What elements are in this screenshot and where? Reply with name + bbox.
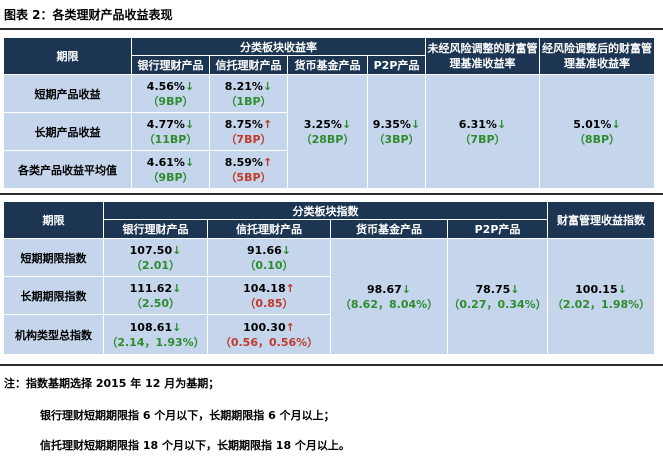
col-trust-header: 信托理财产品 [209, 55, 288, 75]
row-label: 短期期限指数 [3, 238, 104, 277]
trust-cell: 8.75%↑ （7BP） [209, 112, 288, 151]
col-p2p-header: P2P产品 [367, 55, 426, 75]
note-line-1: 注：指数基期选择 2015 年 12 月为基期； [4, 377, 220, 390]
row-label: 各类产品收益平均值 [3, 150, 132, 189]
bank-cell: 4.77%↓ （11BP） [131, 112, 210, 151]
col-bank-header: 银行理财产品 [131, 55, 210, 75]
row-label: 机构类型总指数 [3, 314, 104, 355]
down-arrow-icon: ↓ [172, 320, 182, 334]
yield-table: 期限 分类板块收益率 未经风险调整的财富管理基准收益率 经风险调整后的财富管理基… [3, 37, 655, 189]
index-group-header: 分类板块指数 [103, 201, 548, 220]
down-arrow-icon: ↓ [611, 117, 621, 131]
trust-cell: 91.66↓ （0.10） [207, 238, 331, 277]
col-money-header: 货币基金产品 [287, 55, 368, 75]
trust-cell: 8.21%↓ （1BP） [209, 74, 288, 113]
trust-cell: 8.59%↑ （5BP） [209, 150, 288, 189]
col-money-header: 货币基金产品 [330, 219, 448, 239]
figure-title: 图表 2：各类理财产品收益表现 [4, 8, 173, 22]
down-arrow-icon: ↓ [184, 117, 195, 131]
col-bank-header: 银行理财产品 [103, 219, 208, 239]
bank-cell: 108.61↓ （2.14，1.93%） [103, 314, 208, 355]
bottom-rule [0, 364, 663, 366]
money-cell: 98.67↓ （8.62，8.04%） [330, 238, 448, 355]
down-arrow-icon: ↓ [401, 282, 411, 296]
p2p-cell: 78.75↓ （0.27，0.34%） [447, 238, 548, 355]
up-arrow-icon: ↑ [285, 281, 295, 295]
down-arrow-icon: ↓ [184, 79, 195, 93]
down-arrow-icon: ↓ [172, 243, 182, 257]
bank-cell: 111.62↓ （2.50） [103, 276, 208, 315]
risk-cell: 5.01%↓ （8BP） [539, 74, 655, 189]
money-cell: 3.25%↓ （28BP） [287, 74, 368, 189]
top-rule [0, 28, 663, 30]
down-arrow-icon: ↓ [617, 282, 627, 296]
trust-cell: 104.18↑ （0.85） [207, 276, 331, 315]
nonrisk-header: 未经风险调整的财富管理基准收益率 [425, 37, 540, 75]
period-header: 期限 [3, 37, 132, 75]
middle-rule [0, 193, 663, 195]
note-line-3: 信托理财短期期限指 18 个月以下，长期期限指 18 个月以上。 [40, 439, 350, 452]
trust-cell: 100.30↑ （0.56，0.56%） [207, 314, 331, 355]
down-arrow-icon: ↓ [281, 243, 291, 257]
bank-cell: 4.56%↓ （9BP） [131, 74, 210, 113]
col-p2p-header: P2P产品 [447, 219, 548, 239]
nonrisk-cell: 6.31%↓ （7BP） [425, 74, 540, 189]
up-arrow-icon: ↑ [262, 117, 273, 131]
period-header: 期限 [3, 201, 104, 239]
down-arrow-icon: ↓ [496, 117, 507, 131]
p2p-cell: 9.35%↓ （3BP） [367, 74, 426, 189]
down-arrow-icon: ↓ [172, 281, 182, 295]
row-label: 短期产品收益 [3, 74, 132, 113]
risk-header: 经风险调整后的财富管理基准收益率 [539, 37, 655, 75]
note-line-2: 银行理财短期期限指 6 个月以下，长期期限指 6 个月以上； [40, 409, 335, 422]
down-arrow-icon: ↓ [341, 117, 352, 131]
up-arrow-icon: ↑ [262, 155, 273, 169]
bank-cell: 107.50↓ （2.01） [103, 238, 208, 277]
bank-cell: 4.61%↓ （9BP） [131, 150, 210, 189]
down-arrow-icon: ↓ [410, 117, 421, 131]
down-arrow-icon: ↓ [184, 155, 195, 169]
wealth-index-header: 财富管理收益指数 [547, 201, 655, 239]
col-trust-header: 信托理财产品 [207, 219, 331, 239]
down-arrow-icon: ↓ [510, 282, 520, 296]
row-label: 长期期限指数 [3, 276, 104, 315]
wealth-index-cell: 100.15↓ （2.02，1.98%） [547, 238, 655, 355]
row-label: 长期产品收益 [3, 112, 132, 151]
yield-group-header: 分类板块收益率 [131, 37, 426, 56]
up-arrow-icon: ↑ [285, 320, 295, 334]
down-arrow-icon: ↓ [262, 79, 273, 93]
index-table: 期限 分类板块指数 财富管理收益指数 银行理财产品 信托理财产品 货币基金产品 … [3, 201, 655, 355]
